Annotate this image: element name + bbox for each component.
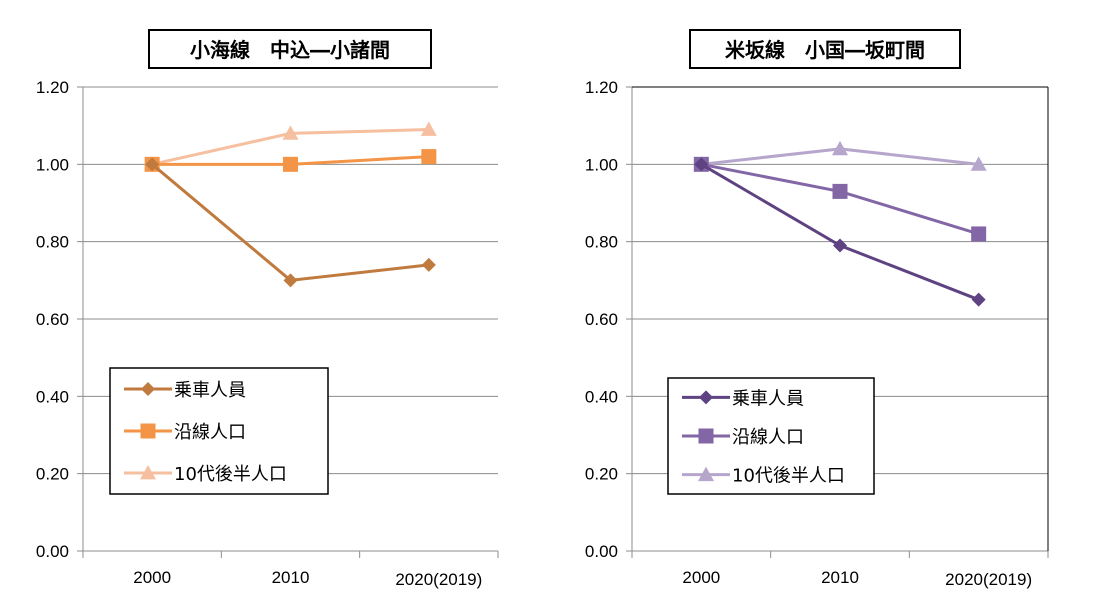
legend-marker [699,390,713,405]
y-tick-label: 0.60 [36,310,69,329]
chart-title: 米坂線 小国―坂町間 [725,38,925,62]
data-point [694,157,709,172]
legend-marker [698,428,714,444]
y-tick-label: 0.40 [36,387,69,406]
legend-marker [698,466,714,482]
y-tick-label: 0.20 [36,465,69,484]
y-tick-label: 0.60 [585,310,618,329]
y-tick-label: 1.00 [36,155,69,174]
chart-title: 小海線 中込―小諸間 [190,38,390,62]
y-tick-label: 0.40 [585,387,618,406]
chart-yonesaka-line: 0.00 0.20 0.40 0.60 0.80 1.00 1.20 2000 2010 2020… [585,29,1049,589]
legend-label: 沿線人口 [174,422,246,443]
legend-marker [140,465,156,480]
x-tick-label: 2000 [682,568,720,587]
data-point [420,121,437,136]
data-point [145,157,160,172]
data-point [971,226,987,242]
legend-label: 乗車人員 [174,380,246,401]
y-tick-label: 0.00 [585,542,618,561]
legend-label: 乗車人員 [732,388,804,409]
chart-koumi-line: 0.00 0.20 0.40 0.60 0.80 1.00 1.20 2000 2010 2020… [36,29,499,589]
x-tick-label: 2010 [272,568,310,587]
x-tick-label: 2000 [133,568,171,587]
legend-marker [140,423,156,439]
y-tick-label: 1.20 [36,78,69,97]
y-tick-label: 0.00 [36,542,69,561]
data-point [832,183,848,199]
data-point [283,273,298,288]
data-point [971,292,986,307]
y-tick-label: 0.80 [585,233,618,252]
y-tick-label: 1.00 [585,155,618,174]
y-tick-label: 0.80 [36,233,69,252]
x-tick-label: 2020(2019) [395,570,482,589]
data-point [421,149,437,165]
chart-title-box [689,29,961,69]
x-tick-label: 2010 [821,568,859,587]
y-tick-label: 1.20 [585,78,618,97]
data-point [833,238,847,253]
legend-label: 10代後半人口 [732,466,845,487]
series-line [701,162,980,236]
data-point [832,140,848,156]
legend-label: 10代後半人口 [174,464,287,485]
chart-title-box [148,29,432,69]
data-point [421,257,436,272]
data-point [283,156,298,172]
y-tick-label: 0.20 [585,465,618,484]
legend-label: 沿線人口 [732,427,804,448]
x-tick-label: 2020(2019) [945,570,1032,589]
data-point [970,156,987,171]
series-line [151,163,430,282]
data-point [282,125,299,140]
legend-marker [141,382,155,396]
